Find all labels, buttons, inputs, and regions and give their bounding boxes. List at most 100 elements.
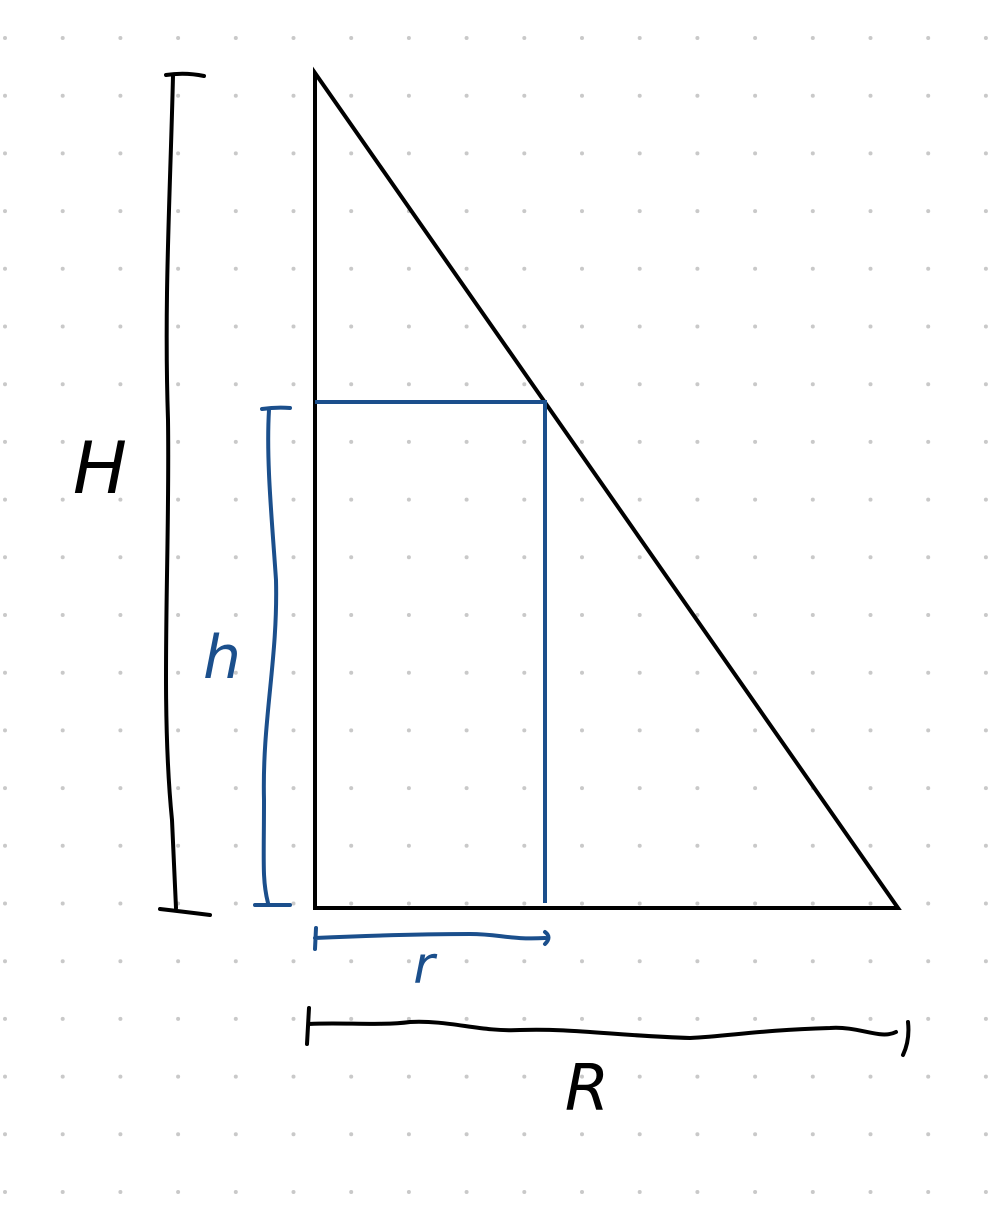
grid-dot [118, 93, 123, 98]
grid-dot [810, 555, 815, 560]
grid-dot [118, 1016, 123, 1021]
grid-dot [233, 36, 238, 40]
grid-dot [176, 1132, 181, 1137]
grid-dot [291, 382, 296, 387]
grid-dot [118, 1190, 123, 1194]
grid-dot [810, 36, 815, 40]
grid-dot [983, 266, 988, 271]
grid-dot [926, 901, 931, 906]
grid-dot [637, 382, 642, 387]
grid-dot [522, 786, 527, 791]
grid-dot [291, 93, 296, 98]
grid-dot [406, 151, 411, 156]
grid-dot [60, 613, 65, 617]
grid-dot [868, 1074, 873, 1079]
grid-dot [926, 151, 931, 156]
grid-dot [464, 728, 469, 733]
grid-dot [464, 1074, 469, 1079]
grid-dot [983, 959, 988, 964]
grid-dot [406, 382, 411, 387]
grid-dot [926, 555, 931, 560]
grid-dot [176, 555, 181, 560]
grid-dot [695, 555, 700, 560]
grid-dot [926, 324, 931, 329]
grid-dot [637, 439, 642, 444]
grid-dot [926, 613, 931, 617]
grid-dot [291, 843, 296, 848]
grid-dot [464, 670, 469, 675]
grid-dot [810, 728, 815, 733]
grid-dot [868, 209, 873, 214]
grid-dot [291, 555, 296, 560]
grid-dot [695, 1016, 700, 1021]
grid-dot [60, 497, 65, 502]
grid-dot [233, 1132, 238, 1137]
grid-dot [118, 151, 123, 156]
grid-dot [464, 1016, 469, 1021]
grid-dot [176, 786, 181, 791]
grid-dot [60, 266, 65, 271]
grid-dot [753, 555, 758, 560]
grid-dot [176, 382, 181, 387]
grid-dot [522, 555, 527, 560]
grid-dot [406, 555, 411, 560]
grid-dot [3, 209, 7, 214]
grid-dot [983, 324, 988, 329]
grid-dot [118, 1132, 123, 1137]
grid-dot [464, 959, 469, 964]
grid-dot [464, 1190, 469, 1194]
grid-dot [3, 1016, 7, 1021]
grid-dot [406, 901, 411, 906]
grid-dot [349, 613, 354, 617]
grid-dot [349, 209, 354, 214]
grid-dot [983, 786, 988, 791]
grid-dot [637, 555, 642, 560]
grid-dot [522, 209, 527, 214]
grid-dot [695, 266, 700, 271]
grid-dot [291, 901, 296, 906]
grid-dot [810, 266, 815, 271]
grid-dot [753, 266, 758, 271]
grid-dot [637, 613, 642, 617]
grid-dot [233, 151, 238, 156]
grid-dot [349, 555, 354, 560]
grid-dot [406, 728, 411, 733]
grid-dot [580, 93, 584, 98]
grid-dot [753, 1074, 758, 1079]
grid-dot [406, 1132, 411, 1137]
grid-dot [868, 266, 873, 271]
grid-dot [291, 670, 296, 675]
grid-dot [637, 209, 642, 214]
grid-dot [522, 324, 527, 329]
grid-dot [637, 843, 642, 848]
grid-dot [926, 497, 931, 502]
grid-dot [926, 786, 931, 791]
grid-dot [60, 1190, 65, 1194]
grid-dot [176, 728, 181, 733]
grid-dot [464, 439, 469, 444]
grid-dot [233, 382, 238, 387]
grid-dot [753, 843, 758, 848]
grid-dot [3, 324, 7, 329]
inscribed-rectangle [315, 400, 547, 903]
grid-dot [291, 209, 296, 214]
grid-dot [810, 93, 815, 98]
grid-dot [176, 613, 181, 617]
grid-dot [983, 382, 988, 387]
grid-dot [522, 1190, 527, 1194]
grid-dot [695, 901, 700, 906]
grid-dot [695, 670, 700, 675]
grid-dot [753, 728, 758, 733]
grid-dot [810, 382, 815, 387]
grid-dot [176, 209, 181, 214]
grid-dot [176, 1074, 181, 1079]
grid-dot [233, 786, 238, 791]
grid-dot [3, 1190, 7, 1194]
grid-dot [983, 209, 988, 214]
grid-dot [291, 266, 296, 271]
grid-dot [926, 670, 931, 675]
grid-dot [60, 93, 65, 98]
grid-dot [349, 382, 354, 387]
grid-dot [233, 901, 238, 906]
outer-triangle [313, 66, 902, 910]
